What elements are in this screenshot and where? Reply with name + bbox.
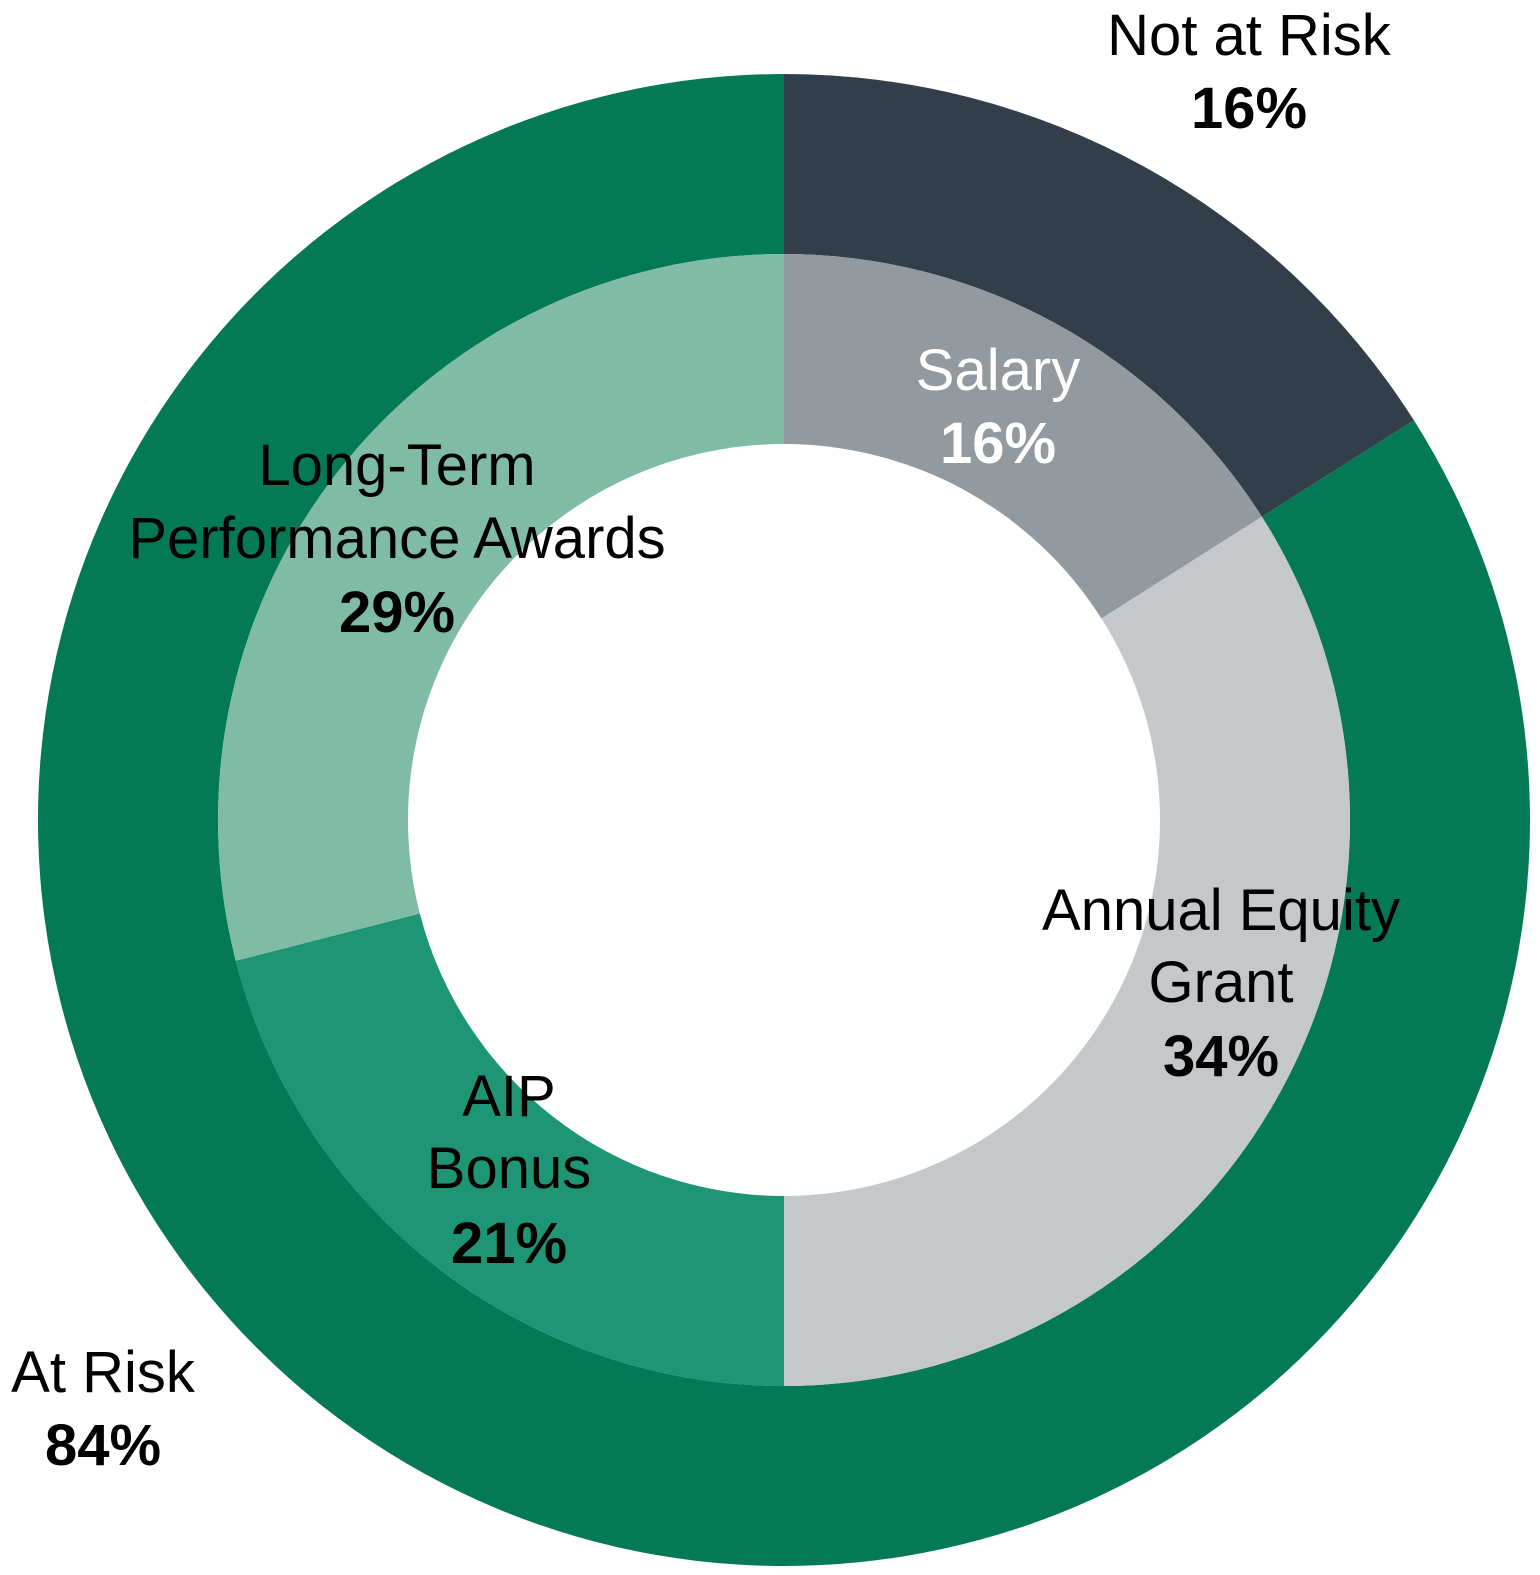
annual-equity-value: 34% xyxy=(1163,1024,1279,1089)
long-term-label-line2: Performance Awards xyxy=(128,506,665,571)
not-at-risk-slice xyxy=(784,74,1414,517)
salary-value: 16% xyxy=(940,411,1056,476)
aip-bonus-value: 21% xyxy=(451,1211,567,1276)
long-term-label-line1: Long-Term xyxy=(258,433,535,498)
long-term-value: 29% xyxy=(339,580,455,645)
not-at-risk-label: Not at Risk xyxy=(1107,3,1392,68)
inner-ring xyxy=(218,254,1350,1386)
at-risk-value: 84% xyxy=(45,1413,161,1478)
annual-equity-label-line2: Grant xyxy=(1148,950,1293,1015)
outer-ring xyxy=(37,74,1531,1566)
aip-bonus-slice xyxy=(235,913,785,1386)
aip-bonus-label-line1: AIP xyxy=(462,1064,556,1129)
annual-equity-label-line1: Annual Equity xyxy=(1042,878,1400,943)
long-term-performance-awards-slice xyxy=(218,254,784,961)
at-risk-label: At Risk xyxy=(11,1340,196,1405)
not-at-risk-value: 16% xyxy=(1191,76,1307,141)
aip-bonus-label-line2: Bonus xyxy=(427,1136,591,1201)
salary-slice xyxy=(784,254,1262,619)
annual-equity-grant-slice xyxy=(784,516,1350,1386)
salary-label: Salary xyxy=(916,338,1080,403)
